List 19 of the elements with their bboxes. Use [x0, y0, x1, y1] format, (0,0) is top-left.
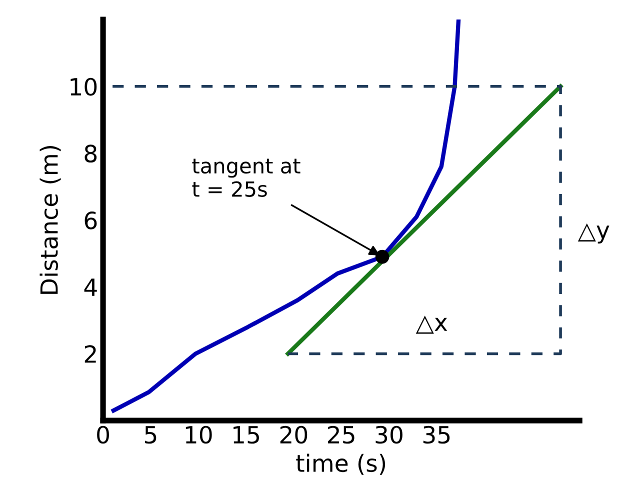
- x-tick-label: 35: [423, 426, 450, 444]
- line-series: [111, 20, 461, 413]
- y-tick-label: 2: [84, 345, 96, 363]
- x-tick-label: 30: [376, 426, 402, 444]
- y-tick-label: 10: [70, 78, 97, 96]
- x-tick-label: 10: [186, 426, 212, 444]
- x-tick-label: 5: [145, 426, 156, 444]
- annotation: △x: [416, 316, 448, 334]
- annotation: △y: [578, 223, 610, 244]
- x-tick-label: 25: [328, 426, 354, 444]
- y-tick-label: 8: [84, 144, 97, 163]
- annotation: tangent at t = 25s: [192, 158, 300, 197]
- x-tick-label: 15: [234, 426, 259, 444]
- y-tick-label: 6: [84, 211, 97, 230]
- y-tick-label: 4: [84, 278, 97, 296]
- y-axis-title: Distance (m): [40, 146, 61, 294]
- x-tick-label: 0: [97, 426, 109, 444]
- x-tick-label: 20: [280, 426, 308, 444]
- x-axis-title: time (s): [296, 454, 386, 475]
